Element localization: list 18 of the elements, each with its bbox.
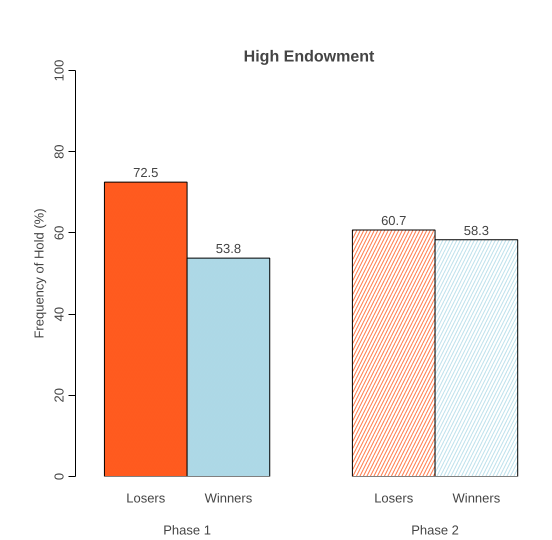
series-label: Losers (126, 490, 166, 506)
text: Losers (374, 490, 414, 506)
x-tick-label: Phase 2 (411, 522, 459, 538)
y-tick-label: 0 (52, 472, 66, 480)
y-tick-label: 20 (52, 388, 66, 403)
y-axis-title: Frequency of Hold (%) (32, 208, 46, 339)
y-tick-label: 80 (52, 144, 66, 159)
x-tick-label: Phase 1 (163, 522, 211, 538)
data-label: 53.8 (216, 241, 242, 256)
y-tick-label: 60 (52, 226, 66, 240)
chart-title: High Endowment (244, 48, 375, 66)
y-tick-label: 40 (52, 306, 66, 322)
series-label: Winners (204, 490, 253, 506)
y-tick-label: 100 (52, 60, 66, 82)
data-label: 72.5 (133, 165, 158, 180)
text: Winners (452, 490, 500, 506)
data-label: 58.3 (464, 222, 490, 238)
data-label: 60.7 (381, 213, 406, 228)
